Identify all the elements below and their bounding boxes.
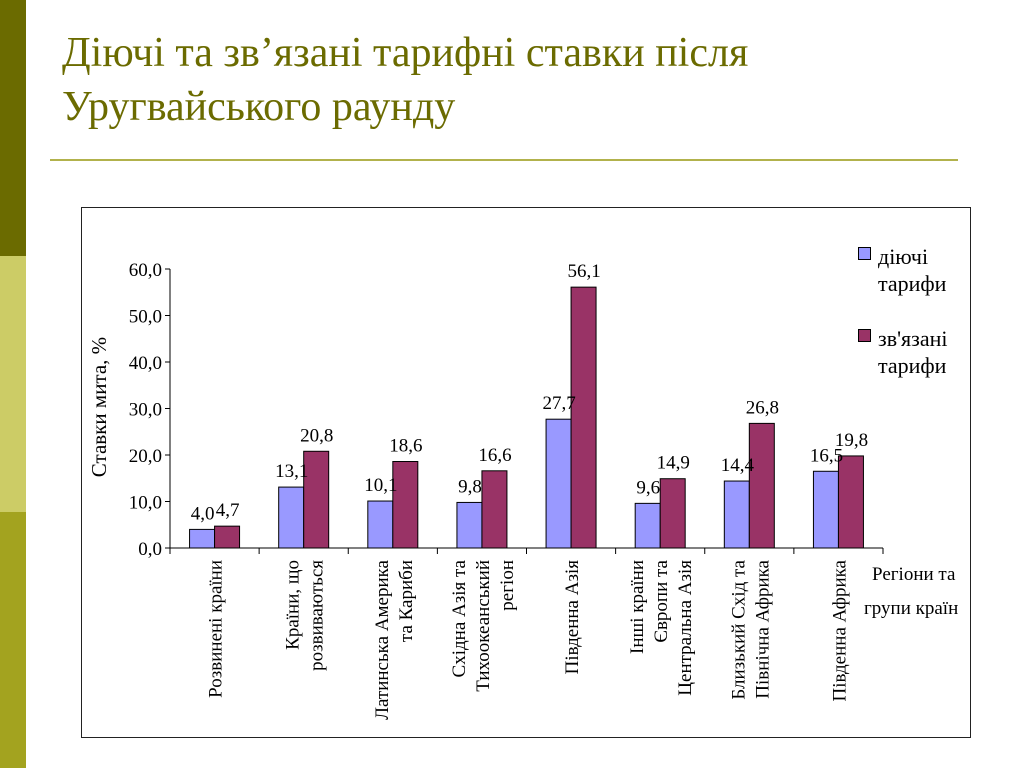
category-label: Латинська Америка та Кариби bbox=[372, 559, 417, 719]
category-label: Близький Схід та Північна Африка bbox=[728, 559, 773, 699]
data-label-bound: 14,9 bbox=[657, 453, 690, 474]
category-label: Південна Азія bbox=[562, 560, 583, 675]
data-label-current: 9,8 bbox=[458, 476, 482, 497]
data-label-bound: 16,6 bbox=[478, 445, 511, 466]
data-label-current: 16,5 bbox=[810, 445, 843, 466]
y-tick-label: 10,0 bbox=[129, 493, 162, 514]
bar-current bbox=[812, 470, 839, 549]
y-tick-label: 40,0 bbox=[129, 353, 162, 374]
bar-current bbox=[545, 418, 572, 549]
data-label-bound: 18,6 bbox=[389, 436, 422, 457]
x-axis-title: Регіони та групи країн bbox=[864, 564, 960, 619]
category-label: Розвинені країни bbox=[206, 560, 227, 698]
data-label-bound: 19,8 bbox=[835, 430, 868, 451]
data-label-current: 9,6 bbox=[636, 477, 660, 498]
bar-bound bbox=[392, 461, 419, 549]
side-bar-bottom bbox=[0, 512, 26, 768]
data-label-current: 27,7 bbox=[542, 393, 575, 414]
data-label-current: 13,1 bbox=[275, 461, 308, 482]
data-label-bound: 26,8 bbox=[746, 397, 779, 418]
bar-bound bbox=[303, 450, 330, 549]
y-tick-label: 20,0 bbox=[129, 446, 162, 467]
title-underline bbox=[50, 159, 958, 161]
bars bbox=[189, 286, 864, 549]
y-tick-label: 50,0 bbox=[129, 307, 162, 328]
bar-bound bbox=[214, 525, 241, 549]
category-label: Південна Африка bbox=[829, 559, 850, 701]
data-label-current: 4,0 bbox=[191, 503, 215, 524]
category-label: Східна Азія та Тихоокеанський регіон bbox=[449, 559, 518, 691]
side-bar-top bbox=[0, 0, 26, 256]
data-label-current: 10,1 bbox=[364, 475, 397, 496]
legend-swatch-bound bbox=[858, 329, 871, 342]
category-labels: Розвинені країни Країни, що розвиваються Ла… bbox=[206, 559, 851, 719]
data-label-bound: 56,1 bbox=[567, 261, 600, 282]
data-label-current: 14,4 bbox=[721, 455, 755, 476]
data-label-bound: 20,8 bbox=[300, 425, 333, 446]
legend: діючі тарифи зв'язані тарифи bbox=[858, 243, 968, 407]
slide-title: Діючі та зв’язані тарифні ставки після У… bbox=[62, 30, 749, 130]
bar-bound bbox=[748, 422, 775, 549]
bar-current bbox=[634, 502, 661, 549]
y-tick-label: 60,0 bbox=[129, 260, 162, 281]
y-axis-title: Ставки мита, % bbox=[87, 337, 111, 477]
data-label-bound: 4,7 bbox=[216, 500, 240, 521]
legend-item-current: діючі тарифи bbox=[858, 243, 968, 325]
bar-current bbox=[456, 501, 483, 549]
data-labels: 4,0 13,1 10,1 9,8 27,7 9,6 14,4 16,5 4,7 20,8 18,6… bbox=[191, 261, 868, 524]
bar-bound bbox=[570, 286, 597, 549]
category-label: Інші країни Європи та Центральна Азія bbox=[627, 559, 696, 695]
bar-bound bbox=[659, 478, 686, 549]
bar-current bbox=[723, 480, 750, 549]
bar-current bbox=[278, 486, 305, 549]
legend-label-current: діючі тарифи bbox=[878, 244, 947, 296]
y-tick-label: 30,0 bbox=[129, 400, 162, 421]
bar-bound bbox=[837, 455, 864, 549]
legend-swatch-current bbox=[858, 247, 871, 260]
bar-current bbox=[367, 500, 394, 549]
legend-item-bound: зв'язані тарифи bbox=[858, 325, 968, 407]
category-label: Країни, що розвиваються bbox=[283, 560, 328, 671]
bar-bound bbox=[481, 470, 508, 549]
side-bar-middle bbox=[0, 256, 26, 512]
legend-label-bound: зв'язані тарифи bbox=[878, 326, 948, 378]
y-tick-label: 0,0 bbox=[138, 539, 162, 560]
bar-current bbox=[189, 528, 216, 549]
